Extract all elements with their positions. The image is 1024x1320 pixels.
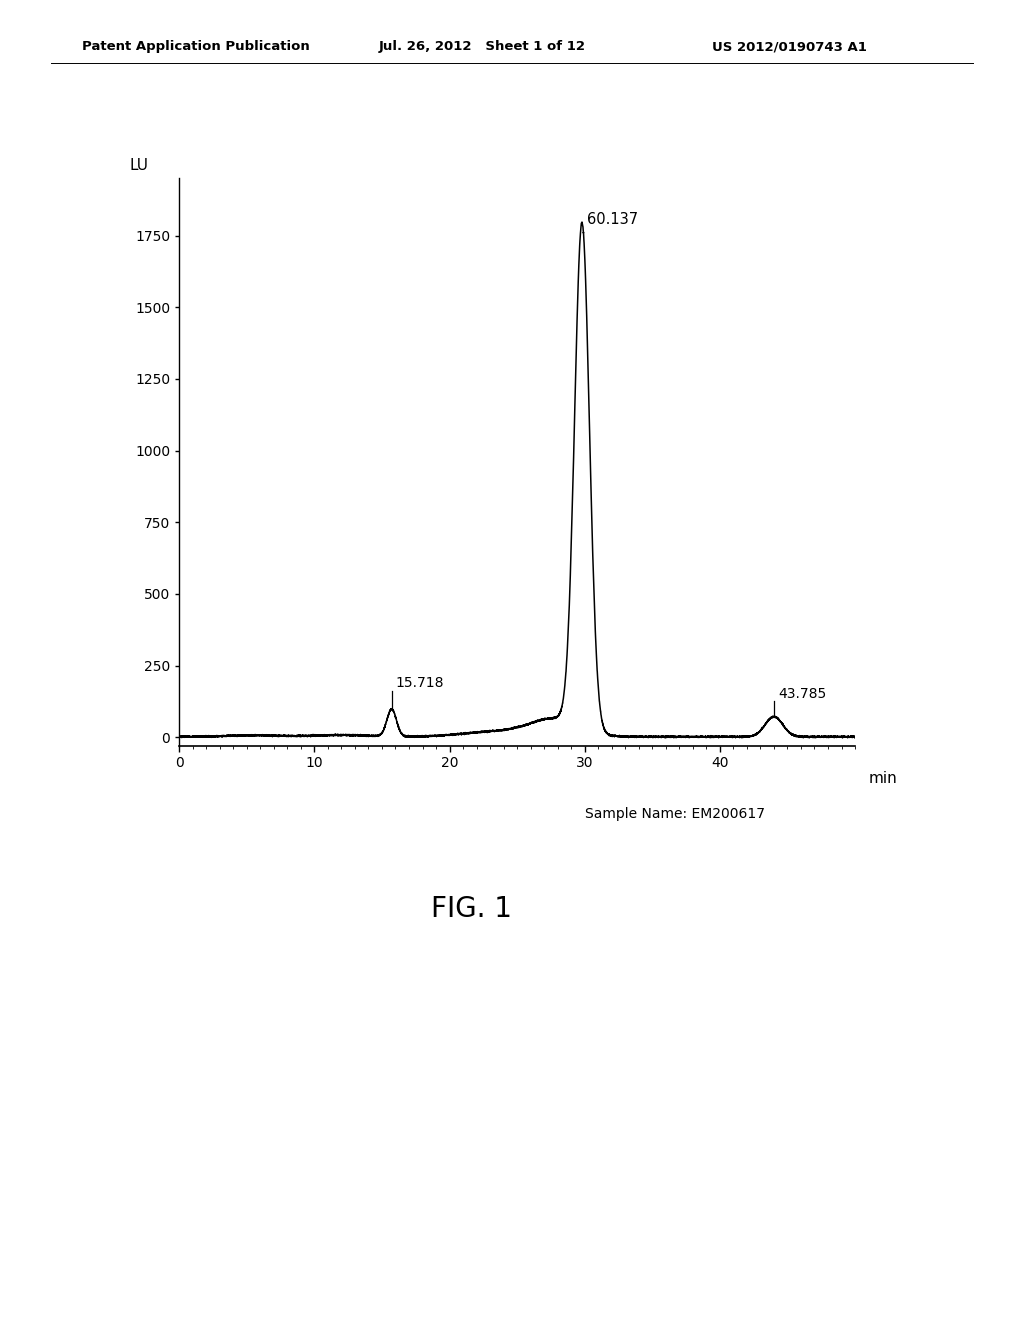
Text: FIG. 1: FIG. 1: [430, 895, 512, 924]
Text: Jul. 26, 2012   Sheet 1 of 12: Jul. 26, 2012 Sheet 1 of 12: [379, 40, 586, 53]
Text: LU: LU: [129, 157, 148, 173]
Text: Sample Name: EM200617: Sample Name: EM200617: [585, 808, 765, 821]
Text: 43.785: 43.785: [778, 686, 826, 701]
Text: Patent Application Publication: Patent Application Publication: [82, 40, 309, 53]
Text: 15.718: 15.718: [395, 676, 444, 690]
Text: min: min: [868, 771, 897, 787]
Text: 60.137: 60.137: [588, 213, 639, 227]
Text: US 2012/0190743 A1: US 2012/0190743 A1: [712, 40, 866, 53]
